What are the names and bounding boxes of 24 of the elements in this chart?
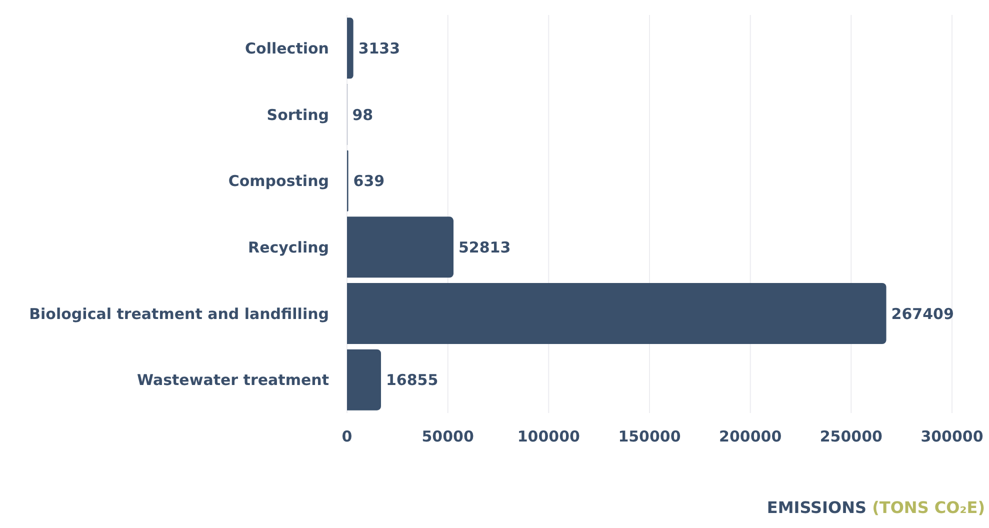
y-tick-label: Biological treatment and landfilling [29, 304, 329, 323]
x-tick-label: 300000 [920, 428, 984, 446]
bar [347, 18, 354, 79]
x-tick-label: 200000 [719, 428, 782, 446]
x-axis-title: EMISSIONS (TONS CO₂E) [766, 498, 985, 517]
x-tick-label: 0 [342, 428, 352, 446]
y-tick-label: Sorting [266, 106, 329, 124]
bar [347, 216, 454, 278]
y-tick-label: Composting [228, 172, 329, 190]
y-tick-label: Recycling [248, 238, 329, 256]
data-label: 52813 [458, 238, 511, 256]
x-tick-label: 100000 [517, 428, 580, 446]
data-label: 98 [352, 106, 374, 124]
data-label: 639 [353, 172, 385, 190]
x-tick-label: 150000 [618, 428, 681, 446]
bar [347, 282, 886, 344]
bar [347, 349, 381, 410]
data-label: 16855 [386, 371, 438, 390]
data-label: 3133 [358, 39, 400, 58]
data-label: 267409 [891, 304, 954, 323]
y-tick-label: Wastewater treatment [136, 371, 329, 390]
y-tick-label: Collection [245, 39, 329, 58]
x-tick-label: 250000 [820, 428, 882, 446]
x-tick-label: 50000 [422, 428, 474, 446]
